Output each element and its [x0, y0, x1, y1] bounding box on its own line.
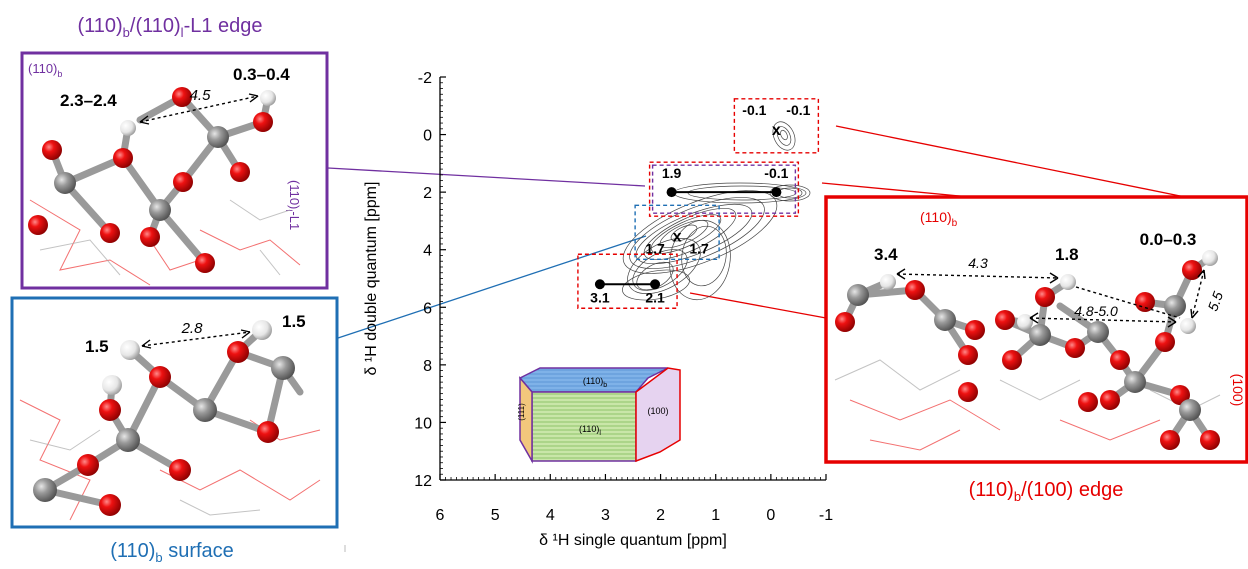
y-tick-label: 8 — [423, 358, 432, 375]
connector-blue — [337, 235, 647, 339]
correlation-label-0-b: -0.1 — [786, 102, 810, 118]
correlation-box-inner-1 — [651, 164, 797, 214]
distance-label-top-left: 4.5 — [190, 87, 212, 104]
correlation-label-3-b: 2.1 — [645, 289, 665, 305]
correlation-box-0 — [733, 98, 820, 154]
correlation-marker-2: x — [673, 228, 682, 245]
connector-red-1 — [835, 125, 1186, 198]
crystal-face-left — [519, 375, 533, 464]
panel-right: (110)b (100) — [824, 195, 1248, 504]
panel-bottom-left-caption: (110)b surface — [110, 540, 234, 565]
correlation-box-3 — [577, 253, 678, 309]
y-tick-label: 12 — [414, 473, 432, 490]
connector-red-2 — [821, 182, 971, 198]
y-tick-label: 0 — [423, 128, 432, 145]
connector-purple — [327, 167, 646, 187]
x-axis-label: δ ¹H single quantum [ppm] — [539, 532, 727, 549]
crystal-label-front: (110)l — [579, 424, 601, 437]
crystal-label-top: (110)b — [583, 376, 607, 389]
crystal-inset: (110)b (110)l (111) (100) — [517, 367, 681, 464]
correlation-label-1-b: -0.1 — [764, 165, 788, 181]
panel-right-corner-label: (110)b — [920, 209, 958, 229]
x-tick-label: 6 — [436, 507, 445, 524]
correlation-box-2 — [634, 204, 720, 261]
chart-contours — [622, 121, 811, 301]
correlation-box-1 — [648, 161, 800, 217]
panel-top-left: (110)b/(110)l-L1 edge (110)b (110)l-L1 — [20, 15, 329, 290]
y-tick-label: 10 — [414, 415, 432, 432]
distance-arrow-top-left — [139, 95, 259, 123]
molecule-right — [834, 250, 1221, 451]
correlation-label-3-a: 3.1 — [590, 289, 610, 305]
x-tick-label: 3 — [601, 507, 610, 524]
x-tick-label: 2 — [656, 507, 665, 524]
y-tick-label: 6 — [423, 300, 432, 317]
correlation-label-0-a: -0.1 — [742, 102, 766, 118]
y-tick-label: 2 — [423, 185, 432, 202]
y-tick-label: -2 — [418, 70, 432, 87]
panel-bottom-left: 2.8 1.5 1.5 (110)b surface — [10, 296, 346, 565]
x-tick-label: 0 — [766, 507, 775, 524]
crystal-face-right — [635, 367, 681, 463]
y-axis-label: δ ¹H double quantum [ppm] — [363, 182, 380, 376]
shift-label-right-a: 3.4 — [874, 245, 898, 264]
x-tick-label: 5 — [491, 507, 500, 524]
panel-top-left-frame — [20, 51, 329, 290]
correlation-point-1-b — [771, 187, 782, 198]
y-tick-label: 4 — [423, 243, 432, 260]
correlation-point-3-a — [594, 279, 605, 290]
panel-right-side-label: (100) — [1230, 374, 1246, 407]
x-tick-label: -1 — [819, 507, 833, 524]
distance-label-right-3: 5.5 — [1204, 289, 1226, 313]
shift-label-top-left-a: 2.3–2.4 — [60, 91, 117, 110]
panel-top-left-corner-label: (110)b — [28, 61, 62, 79]
panel-top-left-title: (110)b/(110)l-L1 edge — [77, 15, 262, 40]
correlation-marker-0: x — [772, 122, 781, 139]
distance-label-right-2: 4.8-5.0 — [1074, 303, 1118, 319]
molecule-bottom-left — [19, 320, 321, 521]
x-tick-label: 4 — [546, 507, 555, 524]
shift-label-bottom-left-a: 1.5 — [85, 337, 109, 356]
panel-bottom-left-frame — [10, 296, 339, 529]
distance-arrow-bottom-left — [141, 331, 251, 347]
shift-label-top-left-b: 0.3–0.4 — [233, 65, 290, 84]
correlation-point-3-b — [650, 279, 661, 290]
x-tick-label: 1 — [711, 507, 720, 524]
correlation-label-1-a: 1.9 — [662, 165, 682, 181]
connector-red-3 — [689, 292, 827, 319]
correlation-label-2-a: 1.7 — [645, 240, 665, 256]
shift-label-bottom-left-b: 1.5 — [282, 312, 306, 331]
connector-lines — [327, 125, 1186, 339]
panel-right-caption: (110)b/(100) edge — [969, 479, 1124, 504]
crystal-label-right: (100) — [647, 406, 668, 416]
distance-label-right-1: 4.3 — [968, 255, 988, 271]
crystal-label-left: (111) — [517, 403, 526, 421]
correlation-label-2-b: 1.7 — [689, 240, 709, 256]
distance-label-bottom-left: 2.8 — [181, 320, 204, 337]
correlation-point-1-a — [666, 187, 677, 198]
chart-correlations: x -0.1 -0.1 1.9 -0.1 x 1.7 1.7 3.1 2.1 — [577, 98, 820, 309]
shift-label-right-c: 0.0–0.3 — [1140, 230, 1197, 249]
shift-label-right-b: 1.8 — [1055, 245, 1079, 264]
